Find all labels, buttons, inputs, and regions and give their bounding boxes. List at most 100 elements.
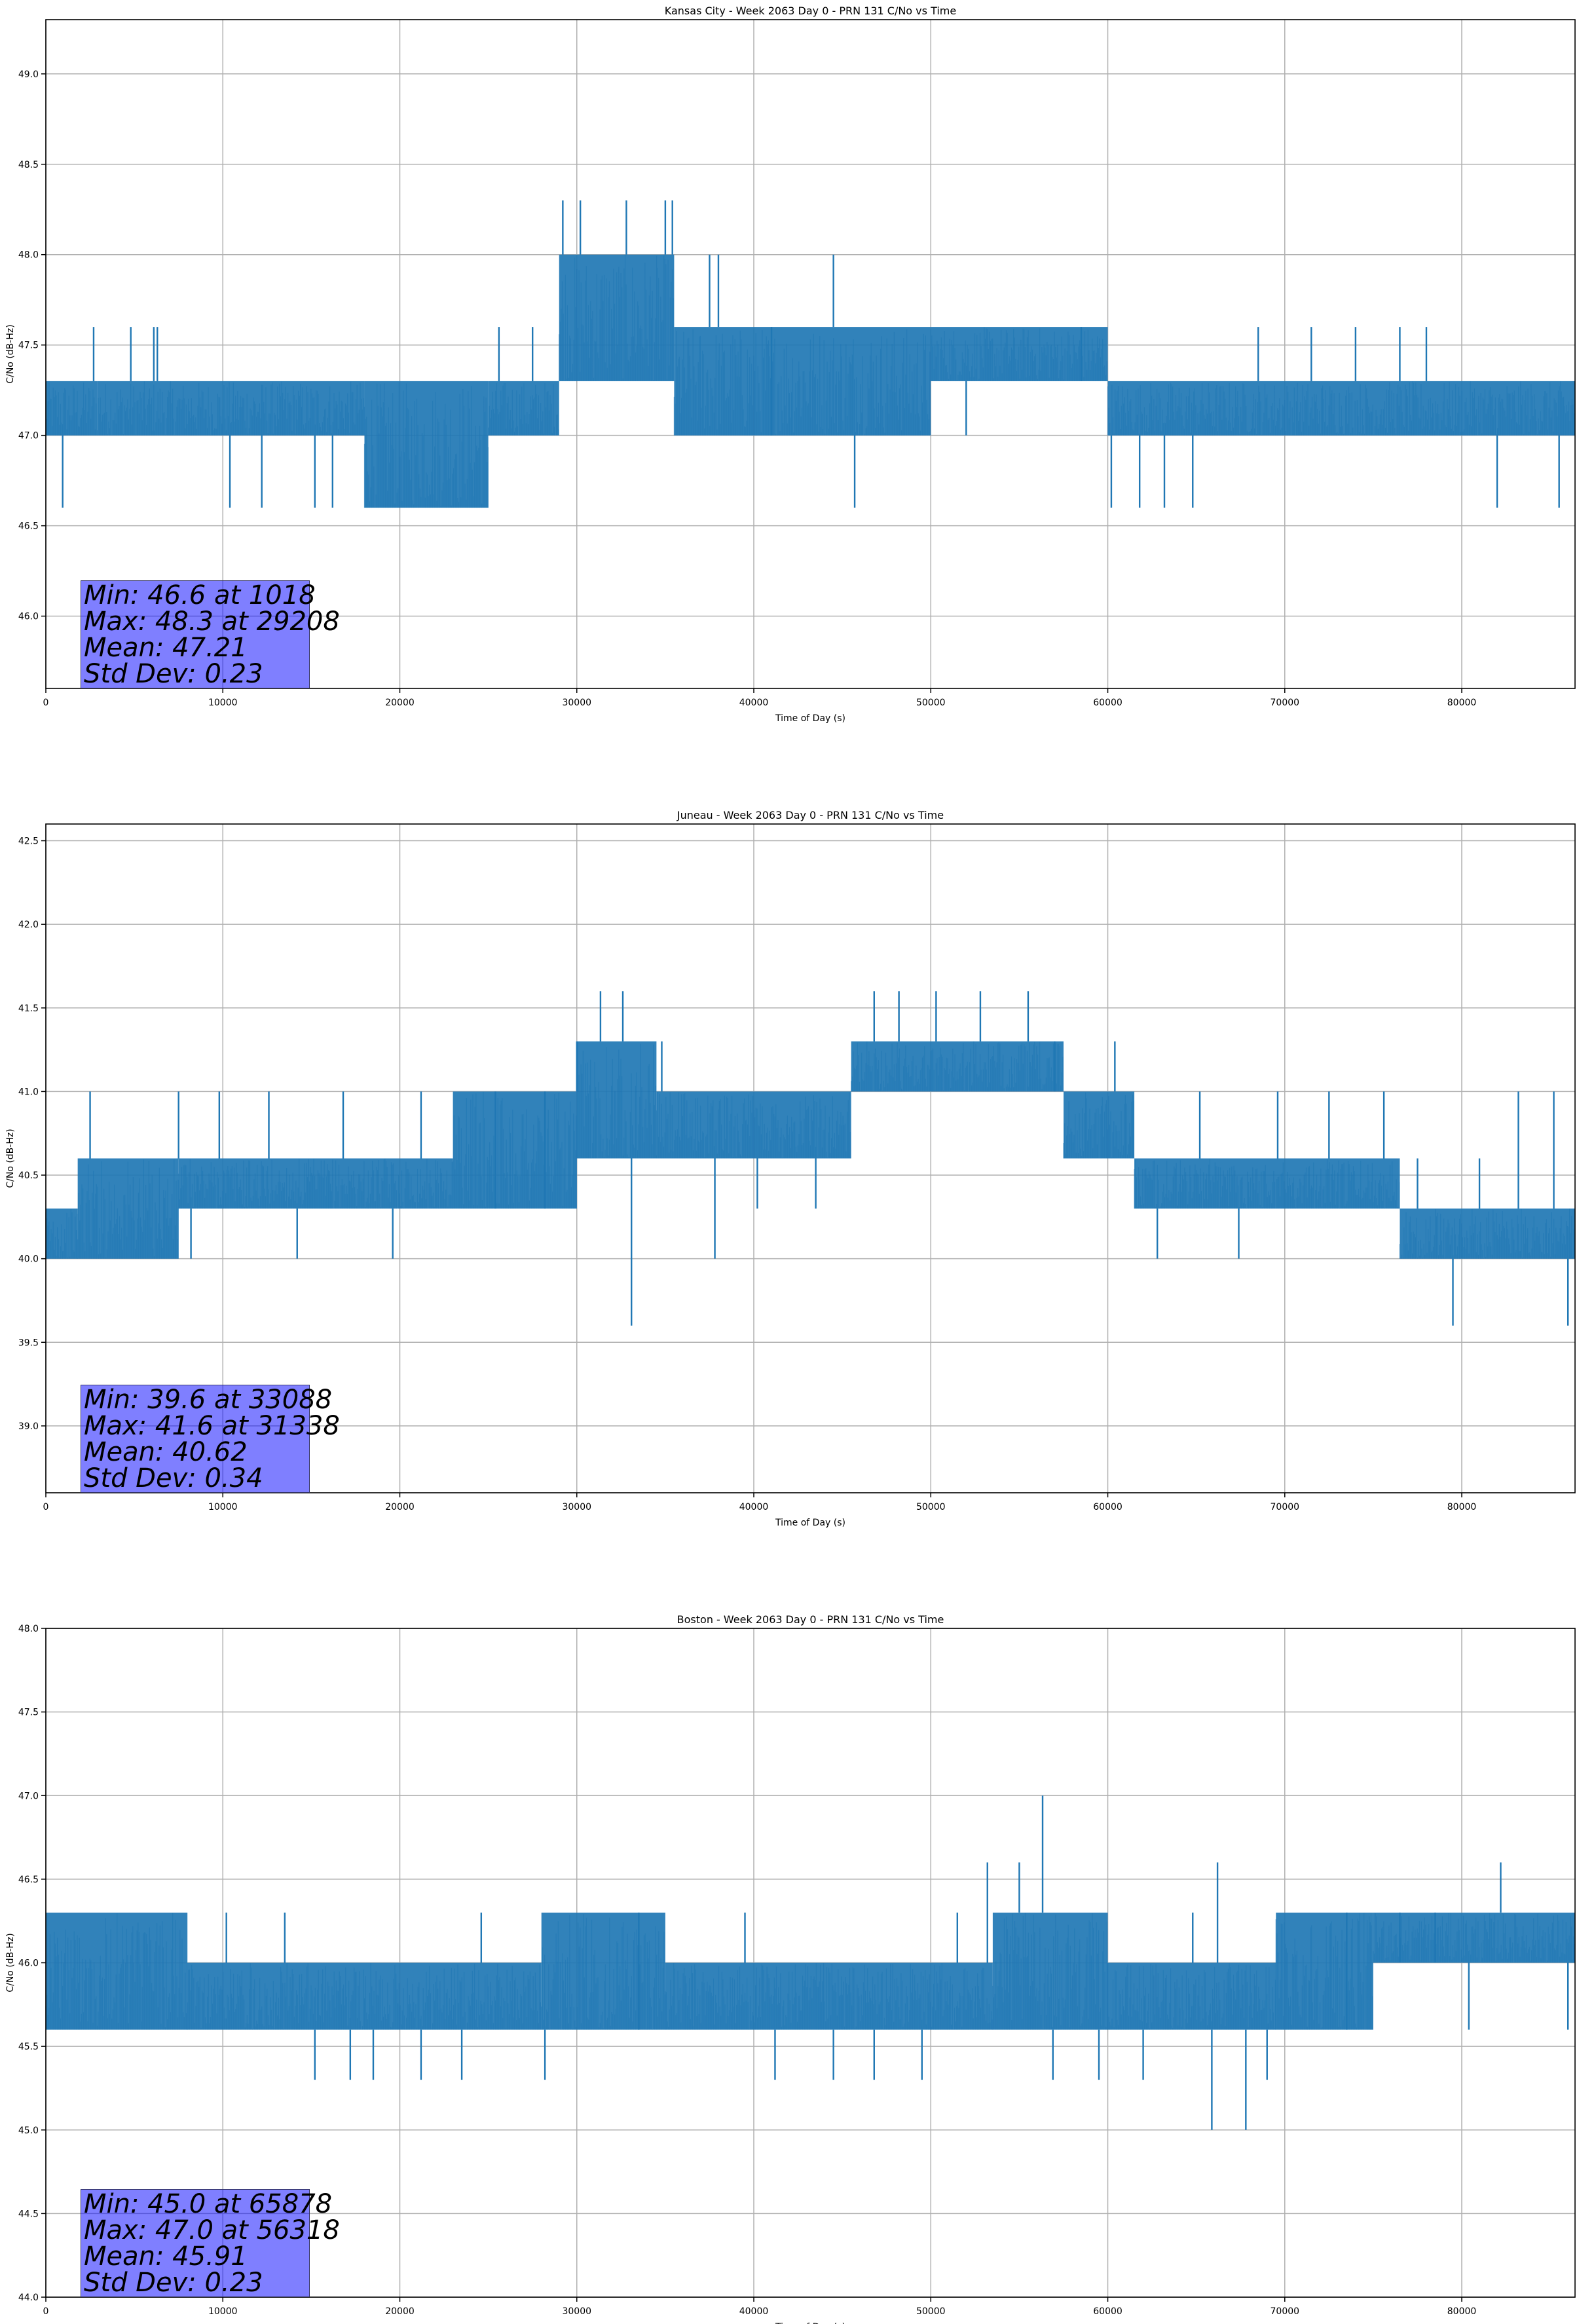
stats-line: Std Dev: 0.23 — [84, 659, 263, 689]
chart-title: Kansas City - Week 2063 Day 0 - PRN 131 … — [665, 5, 956, 17]
x-tick-label: 30000 — [562, 2306, 591, 2317]
y-tick-label: 48.0 — [18, 1624, 39, 1634]
x-tick-label: 0 — [43, 1502, 49, 1512]
data-band-texture — [559, 255, 674, 381]
stats-line: Min: 46.6 at 1018 — [84, 580, 316, 610]
x-axis-label: Time of Day (s) — [775, 1518, 845, 1528]
data-band-texture — [453, 1091, 577, 1209]
stats-line: Min: 45.0 at 65878 — [84, 2189, 333, 2219]
stats-box: Min: 45.0 at 65878 Max: 47.0 at 56318 Mean… — [81, 2189, 340, 2298]
axes-frame — [45, 823, 1576, 1493]
x-tick-label: 0 — [43, 2306, 49, 2317]
y-tick-label: 42.0 — [18, 920, 39, 930]
chart-title: Boston - Week 2063 Day 0 - PRN 131 C/No … — [677, 1613, 944, 1626]
x-tick-label: 50000 — [916, 2306, 946, 2317]
x-tick-label: 40000 — [739, 1502, 769, 1512]
x-tick-label: 80000 — [1447, 1502, 1477, 1512]
y-tick-label: 46.0 — [18, 1959, 39, 1969]
stats-line: Std Dev: 0.23 — [84, 2268, 263, 2298]
y-tick-label: 39.0 — [18, 1421, 39, 1432]
stats-line: Mean: 47.21 — [84, 633, 248, 663]
stats-box: Min: 46.6 at 1018 Max: 48.3 at 29208 Mean:… — [81, 580, 340, 689]
y-tick-label: 46.5 — [18, 521, 39, 532]
series-line — [45, 200, 1575, 508]
y-axis-label: C/No (dB-Hz) — [5, 324, 16, 383]
y-tick-label: 47.5 — [18, 1708, 39, 1718]
data-band-texture — [992, 1913, 1107, 2030]
x-tick-label: 40000 — [739, 698, 769, 708]
stats-line: Max: 48.3 at 29208 — [84, 607, 340, 637]
data-band-texture — [1107, 1962, 1276, 2030]
data-band-texture — [488, 383, 559, 436]
stats-box: Min: 39.6 at 33088 Max: 41.6 at 31338 Mean… — [81, 1385, 340, 1493]
data-band-texture — [576, 1042, 657, 1159]
y-tick-label: 48.0 — [18, 250, 39, 261]
y-tick-label: 47.5 — [18, 341, 39, 351]
x-tick-label: 70000 — [1271, 2306, 1300, 2317]
stats-line: Min: 39.6 at 33088 — [84, 1385, 333, 1415]
data-band-texture — [541, 1914, 666, 2030]
y-tick-label: 48.5 — [18, 160, 39, 170]
x-tick-label: 10000 — [208, 698, 238, 708]
data-band-texture — [1399, 1209, 1576, 1259]
x-tick-label: 10000 — [208, 2306, 238, 2317]
y-tick-label: 40.0 — [18, 1254, 39, 1265]
data-band-texture — [665, 1963, 993, 2030]
x-tick-label: 40000 — [739, 2306, 769, 2317]
data-band — [1276, 1912, 1373, 2030]
chart-panel: 0 10000 20000 30000 40000 50000 60000 70000 8000… — [5, 5, 1576, 724]
y-tick-label: 42.5 — [18, 836, 39, 847]
data-band-texture — [178, 1158, 453, 1209]
chart-panel: 0 10000 20000 30000 40000 50000 60000 70000 8000… — [5, 809, 1576, 1528]
series-line — [45, 991, 1576, 1326]
stats-line: Max: 47.0 at 56318 — [84, 2215, 340, 2245]
data-band-texture — [1107, 381, 1575, 436]
data-band-texture — [1134, 1158, 1400, 1209]
y-tick-label: 46.0 — [18, 612, 39, 622]
x-tick-label: 80000 — [1447, 2306, 1477, 2317]
x-tick-label: 20000 — [385, 1502, 415, 1512]
x-tick-label: 70000 — [1271, 698, 1300, 708]
y-tick-label: 41.0 — [18, 1087, 39, 1097]
data-band-texture — [96, 381, 365, 436]
stats-line: Max: 41.6 at 31338 — [84, 1411, 340, 1441]
x-tick-label: 10000 — [208, 1502, 238, 1512]
x-tick-label: 30000 — [562, 698, 591, 708]
series-line — [45, 1795, 1575, 2130]
chart-title: Juneau - Week 2063 Day 0 - PRN 131 C/No … — [677, 809, 944, 821]
data-band-texture — [77, 1159, 179, 1259]
stats-line: Mean: 45.91 — [84, 2241, 248, 2272]
y-tick-label: 45.0 — [18, 2126, 39, 2136]
y-tick-label: 47.0 — [18, 1791, 39, 1801]
stats-line: Mean: 40.62 — [84, 1437, 248, 1467]
data-band-texture — [930, 327, 1107, 381]
y-tick-label: 44.5 — [18, 2209, 39, 2219]
chart-panel: 0 10000 20000 30000 40000 50000 60000 70000 8000… — [5, 1613, 1576, 2324]
data-band-texture — [1275, 1913, 1373, 2030]
y-tick-label: 44.0 — [18, 2293, 39, 2303]
stats-line: Std Dev: 0.34 — [84, 1463, 263, 1493]
data-band-texture — [656, 1091, 851, 1159]
data-band — [46, 1912, 188, 2030]
x-tick-label: 20000 — [385, 698, 415, 708]
x-tick-label: 60000 — [1093, 2306, 1122, 2317]
y-tick-label: 41.5 — [18, 1003, 39, 1014]
y-tick-label: 46.5 — [18, 1875, 39, 1885]
y-tick-label: 49.0 — [18, 69, 39, 80]
x-axis-label: Time of Day (s) — [775, 713, 845, 724]
x-tick-label: 50000 — [916, 698, 946, 708]
x-tick-label: 70000 — [1271, 1502, 1300, 1512]
y-axis-label: C/No (dB-Hz) — [5, 1933, 16, 1992]
x-tick-label: 60000 — [1093, 1502, 1122, 1512]
x-tick-label: 20000 — [385, 2306, 415, 2317]
data-band-texture — [363, 382, 489, 508]
data-band — [97, 381, 365, 436]
y-tick-label: 47.0 — [18, 431, 39, 441]
y-axis-label: C/No (dB-Hz) — [5, 1129, 16, 1188]
axes-frame — [45, 19, 1576, 689]
y-tick-label: 39.5 — [18, 1338, 39, 1348]
y-tick-label: 40.5 — [18, 1171, 39, 1181]
x-tick-label: 0 — [43, 698, 49, 708]
x-axis-label: Time of Day (s) — [775, 2322, 845, 2324]
